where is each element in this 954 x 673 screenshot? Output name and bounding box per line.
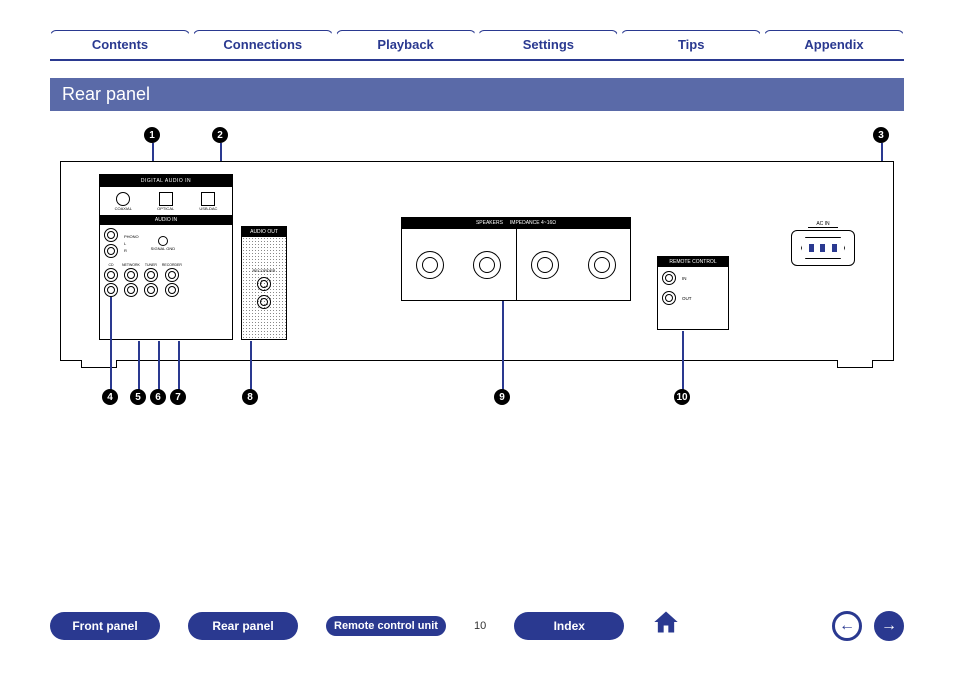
callout-8: 8 bbox=[242, 389, 258, 405]
prev-page-button[interactable]: ← bbox=[832, 611, 862, 641]
audio-out-header: AUDIO OUT bbox=[242, 227, 286, 237]
speaker-r-plus bbox=[416, 251, 444, 279]
line-inputs-row: CD NETWORK TUNER RECORDER bbox=[100, 261, 232, 299]
callout-7: 7 bbox=[170, 389, 186, 405]
remote-out-label: OUT bbox=[682, 296, 692, 301]
speaker-l-plus bbox=[531, 251, 559, 279]
usb-dac-port: USB-DAC bbox=[199, 192, 217, 211]
callout-line bbox=[138, 341, 140, 391]
callout-line bbox=[250, 341, 252, 391]
callout-line bbox=[682, 331, 684, 391]
callout-line bbox=[110, 297, 112, 391]
remote-in-label: IN bbox=[682, 276, 687, 281]
tab-underline bbox=[50, 59, 904, 61]
section-header: Rear panel bbox=[50, 78, 904, 111]
recorder-input: RECORDER bbox=[162, 263, 182, 297]
callout-10: 10 bbox=[674, 389, 690, 405]
ac-inlet bbox=[791, 230, 855, 266]
recorder-out-l bbox=[257, 277, 271, 291]
phono-row: PHONO L R SIGNAL GND bbox=[100, 225, 232, 261]
top-tabs: Contents Connections Playback Settings T… bbox=[0, 0, 954, 58]
ac-in-label: AC IN bbox=[808, 221, 837, 228]
callout-3: 3 bbox=[873, 127, 889, 143]
nav-rear-panel[interactable]: Rear panel bbox=[188, 612, 298, 640]
cd-input: CD bbox=[104, 263, 118, 297]
tab-contents[interactable]: Contents bbox=[50, 30, 190, 58]
tab-playback[interactable]: Playback bbox=[336, 30, 476, 58]
callout-1: 1 bbox=[144, 127, 160, 143]
chassis-foot bbox=[81, 360, 117, 368]
phono-label: PHONO bbox=[124, 234, 139, 239]
callout-6: 6 bbox=[150, 389, 166, 405]
speaker-l-minus bbox=[588, 251, 616, 279]
chassis-foot bbox=[837, 360, 873, 368]
recorder-out-label: RECORDER bbox=[253, 268, 276, 273]
phono-r: R bbox=[124, 248, 139, 253]
optical-label: OPTICAL bbox=[157, 206, 174, 211]
speakers-header: SPEAKERS IMPEDANCE 4~16Ω bbox=[402, 218, 630, 229]
callout-2: 2 bbox=[212, 127, 228, 143]
nav-index[interactable]: Index bbox=[514, 612, 624, 640]
tab-tips[interactable]: Tips bbox=[621, 30, 761, 58]
audio-out-box: AUDIO OUT RECORDER bbox=[241, 226, 287, 340]
phono-l: L bbox=[124, 241, 139, 246]
tab-settings[interactable]: Settings bbox=[478, 30, 618, 58]
page-number: 10 bbox=[474, 620, 486, 632]
optical-port: OPTICAL bbox=[157, 192, 174, 211]
bottom-nav: Front panel Rear panel Remote control un… bbox=[50, 608, 904, 643]
home-icon[interactable] bbox=[652, 608, 680, 643]
callout-line bbox=[502, 301, 504, 391]
ac-in-box: AC IN bbox=[783, 212, 863, 266]
remote-in-jack bbox=[662, 271, 676, 285]
speaker-l-channel bbox=[516, 229, 631, 300]
phono-r-jack bbox=[104, 244, 118, 258]
tab-connections[interactable]: Connections bbox=[193, 30, 333, 58]
callout-5: 5 bbox=[130, 389, 146, 405]
digital-audio-in-box: DIGITAL AUDIO IN COAXIAL OPTICAL USB-DAC… bbox=[99, 174, 233, 340]
remote-out-jack bbox=[662, 291, 676, 305]
callout-4: 4 bbox=[102, 389, 118, 405]
recorder-out-r bbox=[257, 295, 271, 309]
nav-remote-control-unit[interactable]: Remote control unit bbox=[326, 616, 446, 636]
audio-in-header: AUDIO IN bbox=[100, 215, 232, 225]
callout-line bbox=[158, 341, 160, 391]
speaker-r-minus bbox=[473, 251, 501, 279]
digital-audio-in-header: DIGITAL AUDIO IN bbox=[100, 175, 232, 187]
coaxial-label: COAXIAL bbox=[115, 206, 132, 211]
tab-appendix[interactable]: Appendix bbox=[764, 30, 904, 58]
coaxial-port: COAXIAL bbox=[115, 192, 132, 211]
callout-9: 9 bbox=[494, 389, 510, 405]
network-input: NETWORK bbox=[122, 263, 140, 297]
digital-ports-row: COAXIAL OPTICAL USB-DAC bbox=[100, 187, 232, 215]
remote-control-box: REMOTE CONTROL IN OUT bbox=[657, 256, 729, 330]
rear-panel-diagram: 1 2 3 DIGITAL AUDIO IN COAXIAL OPTICAL bbox=[50, 131, 904, 411]
signal-gnd-label: SIGNAL GND bbox=[151, 246, 176, 251]
callout-line bbox=[178, 341, 180, 391]
signal-gnd-post bbox=[158, 236, 168, 246]
remote-control-header: REMOTE CONTROL bbox=[658, 257, 728, 267]
chassis: DIGITAL AUDIO IN COAXIAL OPTICAL USB-DAC… bbox=[60, 161, 894, 361]
usb-dac-label: USB-DAC bbox=[199, 206, 217, 211]
speakers-box: SPEAKERS IMPEDANCE 4~16Ω bbox=[401, 217, 631, 301]
phono-l-jack bbox=[104, 228, 118, 242]
tuner-input: TUNER bbox=[144, 263, 158, 297]
speaker-r-channel bbox=[402, 229, 516, 300]
nav-front-panel[interactable]: Front panel bbox=[50, 612, 160, 640]
next-page-button[interactable]: → bbox=[874, 611, 904, 641]
